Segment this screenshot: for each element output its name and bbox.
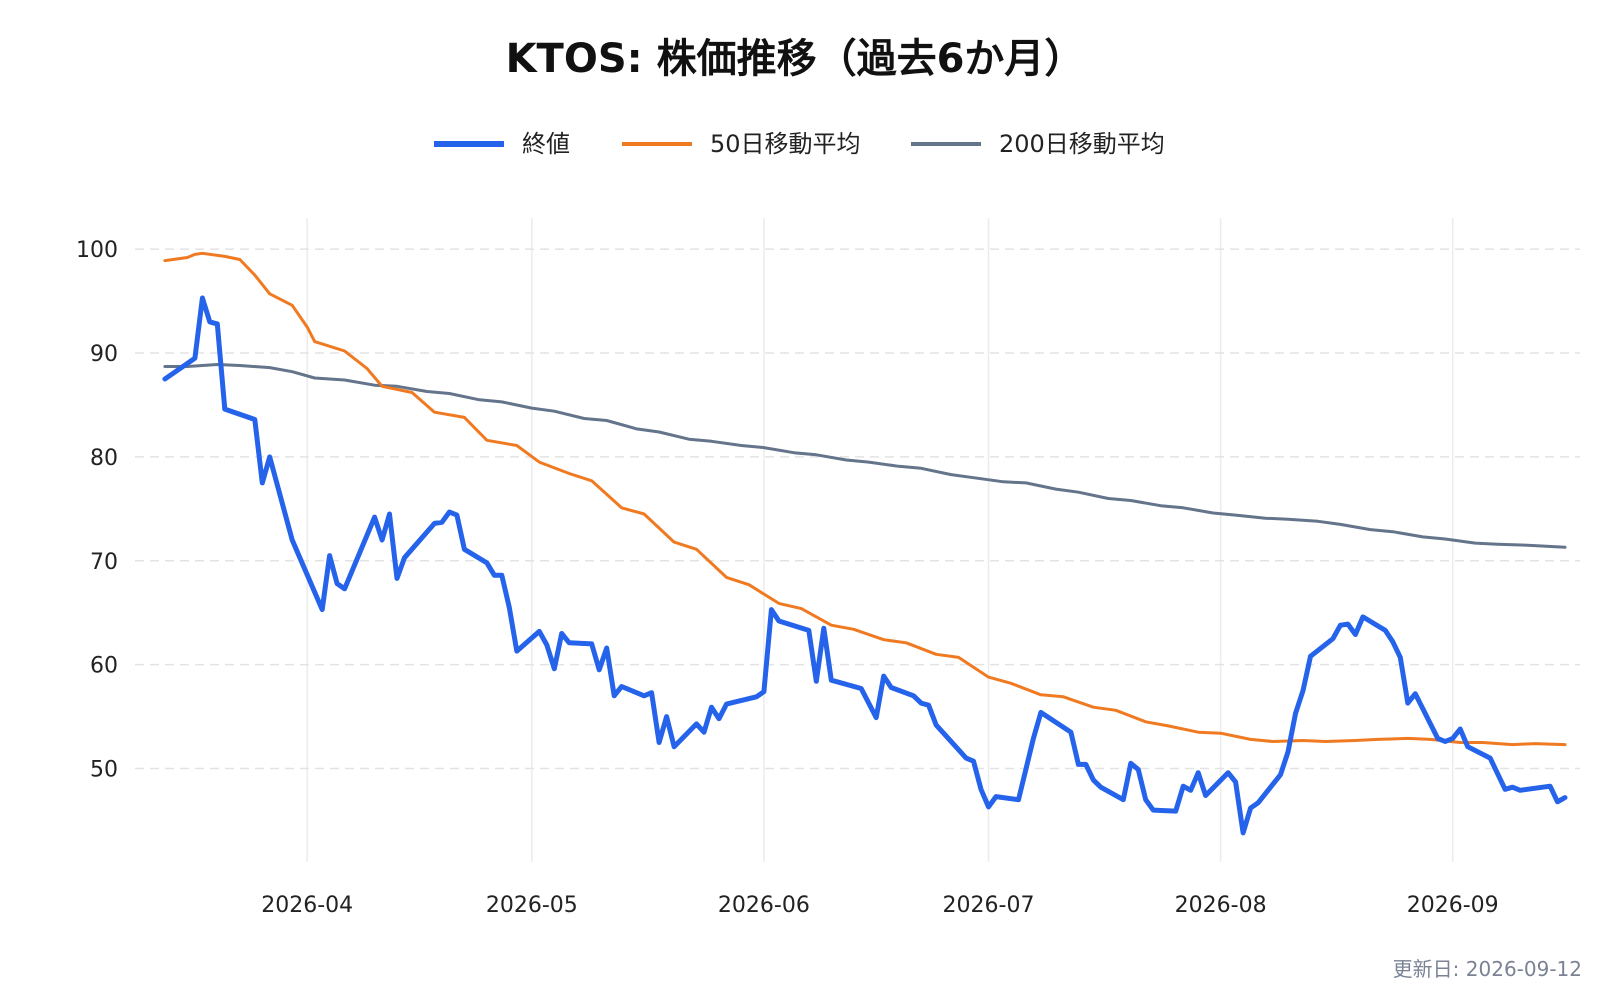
y-tick-label: 50: [90, 758, 118, 783]
x-tick-label: 2026-09: [1407, 893, 1499, 918]
x-tick-label: 2026-07: [943, 893, 1035, 918]
x-tick-label: 2026-04: [261, 893, 353, 918]
chart-title: KTOS: 株価推移（過去6か月）: [506, 36, 1085, 82]
series-lines: [162, 251, 1568, 836]
y-axis: 50 60 70 80 90 100: [76, 238, 118, 782]
x-tick-label: 2026-08: [1175, 893, 1267, 918]
legend: 終値 50日移動平均 200日移動平均: [434, 130, 1165, 158]
y-tick-label: 80: [90, 446, 118, 471]
legend-label: 50日移動平均: [710, 130, 861, 158]
grid: [135, 218, 1580, 862]
series-line-1: [163, 251, 1567, 747]
x-tick-label: 2026-06: [718, 893, 810, 918]
legend-label: 200日移動平均: [999, 130, 1165, 158]
y-tick-label: 70: [90, 550, 118, 575]
x-tick-label: 2026-05: [486, 893, 578, 918]
y-tick-label: 60: [90, 654, 118, 679]
x-axis: 2026-04 2026-05 2026-06 2026-07 2026-08 2026-…: [261, 893, 1498, 918]
updated-date: 更新日: 2026-09-12: [1393, 957, 1582, 981]
y-tick-label: 100: [76, 238, 118, 263]
series-line-0: [162, 295, 1568, 836]
series-line-2: [163, 363, 1567, 549]
legend-label: 終値: [522, 130, 570, 158]
y-tick-label: 90: [90, 342, 118, 367]
